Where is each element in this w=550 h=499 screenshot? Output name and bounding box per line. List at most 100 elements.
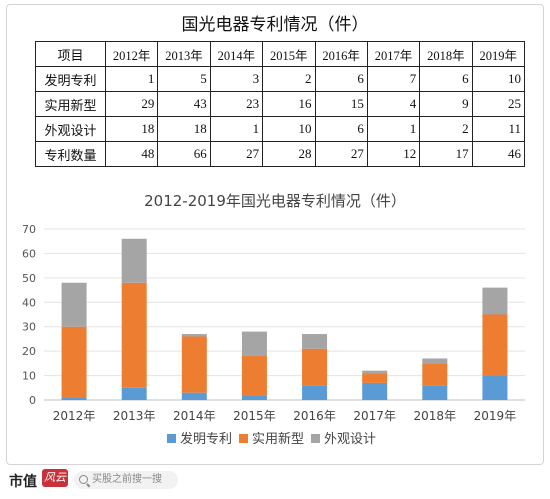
bar-segment — [422, 363, 448, 386]
chart-title: 2012-2019年国光电器专利情况（件） — [144, 192, 406, 210]
y-tick-label: 20 — [22, 345, 36, 358]
table-cell: 18 — [157, 116, 211, 142]
table-cell: 1 — [104, 66, 159, 92]
table-cell: 28 — [262, 141, 316, 167]
table-title: 国光电器专利情况（件） — [181, 15, 369, 35]
x-tick-label: 2012年 — [53, 409, 96, 423]
bar-segment — [482, 375, 508, 400]
table-row: 实用新型 29 43 23 16 15 4 9 25 — [35, 91, 526, 117]
table-cell: 12 — [366, 141, 421, 167]
table-cell: 17 — [419, 141, 473, 167]
legend-label: 外观设计 — [324, 432, 376, 447]
table-row: 外观设计 18 18 1 10 6 1 2 11 — [35, 116, 526, 142]
bar-segment — [61, 282, 87, 327]
table-header-row: 项目 2012年 2013年 2014年 2015年 2016年 2017年 2… — [35, 41, 526, 67]
patent-stacked-bar-chart: 2012-2019年国光电器专利情况（件） 0 10 20 30 40 50 60 70 20… — [22, 192, 525, 447]
bar-segment — [181, 334, 207, 337]
table-row: 专利数量 48 66 27 28 27 12 17 46 — [35, 141, 526, 167]
bar-segment — [362, 382, 388, 400]
bar-segment — [121, 238, 147, 283]
header-cell: 2016年 — [314, 41, 368, 67]
x-tick-label: 2013年 — [113, 409, 156, 423]
row-label: 专利数量 — [35, 141, 106, 167]
y-tick-label: 70 — [22, 223, 36, 236]
header-cell: 项目 — [35, 41, 106, 67]
header-cell: 2019年 — [471, 41, 526, 67]
bar-segment — [302, 348, 328, 386]
patent-table: 项目 2012年 2013年 2014年 2015年 2016年 2017年 2… — [35, 41, 526, 167]
y-tick-label: 50 — [22, 272, 36, 285]
y-tick-label: 60 — [22, 247, 36, 260]
x-tick-label: 2018年 — [414, 409, 457, 423]
table-cell: 23 — [209, 91, 264, 117]
y-tick-label: 40 — [22, 296, 36, 309]
table-cell: 25 — [471, 91, 526, 117]
bar-segment — [121, 282, 147, 388]
bar-segment — [61, 326, 87, 398]
legend-label: 发明专利 — [180, 431, 232, 447]
header-cell: 2017年 — [366, 41, 421, 67]
header-cell: 2012年 — [104, 41, 159, 67]
footer-bar: 市值 风云 买股之前搜一搜 — [0, 465, 550, 499]
bar-segment — [181, 336, 207, 393]
bar-segment — [241, 331, 267, 357]
x-tick-label: 2015年 — [233, 409, 276, 423]
table-cell: 27 — [314, 141, 368, 167]
header-cell: 2018年 — [419, 41, 473, 67]
grid-lines — [44, 228, 525, 401]
brand-logo: 风云 — [42, 469, 68, 487]
legend: 发明专利 实用新型 外观设计 — [167, 431, 376, 447]
bar-segment — [181, 392, 207, 400]
brand-name: 市值 — [9, 474, 37, 490]
y-tick-label: 0 — [29, 394, 36, 407]
bar-segment — [302, 385, 328, 400]
table-cell: 15 — [314, 91, 368, 117]
table-cell: 7 — [366, 66, 421, 92]
table-cell: 48 — [104, 141, 159, 167]
search-input[interactable]: 买股之前搜一搜 — [74, 471, 178, 489]
x-axis-ticks: 2012年 2013年 2014年 2015年 2016年 2017年 2018年 2019年 — [53, 409, 516, 423]
bar-segment — [362, 370, 388, 374]
bar-segment — [302, 334, 328, 349]
bar-segment — [482, 287, 508, 315]
bar-segment — [422, 385, 448, 400]
table-cell: 6 — [314, 116, 368, 142]
x-tick-label: 2016年 — [293, 409, 336, 423]
x-tick-label: 2019年 — [474, 409, 517, 423]
table-cell: 66 — [157, 141, 211, 167]
legend-swatch — [239, 434, 248, 443]
table-row: 发明专利 1 5 3 2 6 7 6 10 — [35, 66, 526, 92]
x-tick-label: 2017年 — [353, 409, 396, 423]
table-cell: 6 — [419, 66, 473, 92]
table-cell: 1 — [209, 116, 264, 142]
bar-segment — [422, 358, 448, 364]
bar-segment — [241, 395, 267, 400]
bars — [61, 238, 508, 400]
legend-swatch — [311, 434, 320, 443]
table-cell: 2 — [262, 66, 316, 92]
bar-segment — [482, 314, 508, 376]
search-icon — [79, 475, 88, 484]
y-axis-ticks: 0 10 20 30 40 50 60 70 — [22, 223, 36, 407]
bar-segment — [362, 373, 388, 383]
table-cell: 6 — [314, 66, 368, 92]
table-cell: 43 — [157, 91, 211, 117]
y-tick-label: 30 — [22, 321, 36, 334]
bar-segment — [61, 397, 87, 400]
row-label: 外观设计 — [35, 116, 106, 142]
row-label: 发明专利 — [35, 66, 106, 92]
table-cell: 2 — [419, 116, 473, 142]
legend-label: 实用新型 — [252, 431, 304, 447]
table-cell: 1 — [366, 116, 421, 142]
table-cell: 10 — [262, 116, 316, 142]
table-cell: 27 — [209, 141, 264, 167]
header-cell: 2013年 — [157, 41, 211, 67]
bar-segment — [241, 356, 267, 396]
x-tick-label: 2014年 — [173, 409, 216, 423]
table-cell: 5 — [157, 66, 211, 92]
search-placeholder: 买股之前搜一搜 — [92, 474, 162, 485]
header-cell: 2015年 — [262, 41, 316, 67]
legend-swatch — [167, 434, 176, 443]
table-cell: 9 — [419, 91, 473, 117]
header-cell: 2014年 — [209, 41, 264, 67]
